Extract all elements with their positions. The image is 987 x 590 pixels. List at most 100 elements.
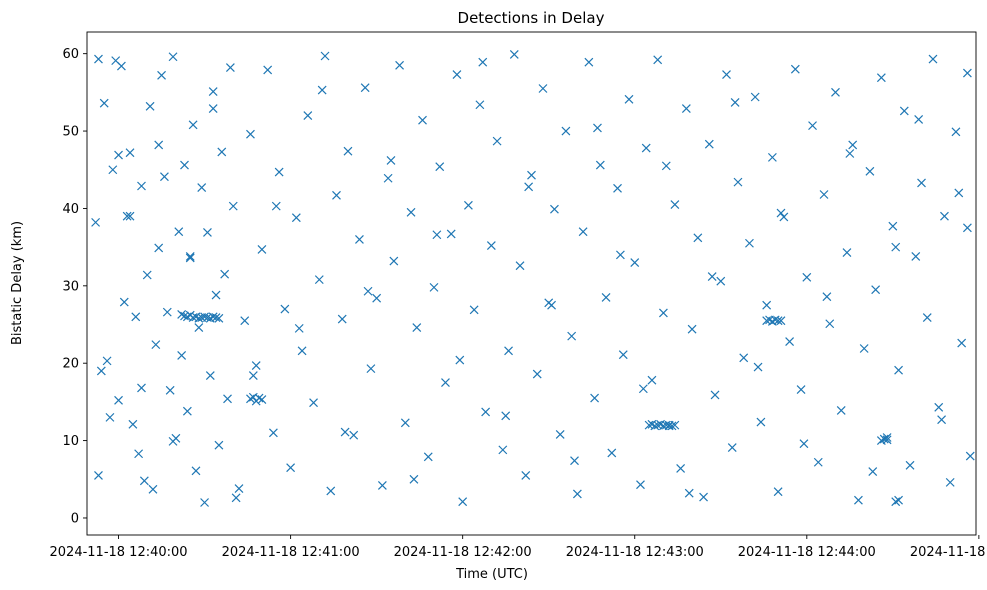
data-point [257,245,267,254]
data-point [547,300,556,310]
data-point [406,207,416,217]
data-point [962,223,972,233]
data-point [134,449,144,459]
data-point [882,433,892,442]
data-point [822,292,832,302]
data-point [248,371,258,381]
data-point [802,272,812,282]
plot-frame [86,31,977,536]
data-point [214,440,224,450]
data-point [951,127,961,137]
data-point [194,323,204,333]
data-point [630,258,640,268]
data-point [790,64,800,74]
data-point [400,418,410,428]
data-point [859,344,869,353]
data-point [418,115,427,125]
data-point [704,139,714,149]
data-point [203,228,212,237]
data-point [349,430,359,440]
data-point [570,456,579,466]
data-point [785,337,795,346]
y-tick-label: 30 [62,279,79,294]
data-point [200,498,210,507]
data-point [618,350,628,360]
data-point [99,98,109,108]
data-point [122,211,132,221]
data-point [174,227,184,237]
data-point [246,394,255,404]
data-point [808,121,817,131]
data-point [572,489,582,499]
data-point [151,340,161,350]
data-point [613,183,622,193]
data-point [853,495,863,505]
data-point [177,310,187,319]
data-point [332,190,341,200]
data-point [314,275,324,285]
data-point [191,466,201,476]
data-point [593,123,602,133]
data-point [876,73,886,83]
data-point [366,364,376,374]
data-point [515,261,525,271]
data-point [550,204,559,214]
data-point [945,477,955,487]
data-point [168,436,178,446]
data-point [125,211,135,221]
data-point [638,384,648,394]
data-point [615,250,625,260]
data-point [372,293,382,303]
data-point [928,54,938,64]
data-point [114,395,123,405]
data-point [475,100,485,110]
x-tick-label: 2024-11-18 12:43:00 [566,545,704,560]
data-point [188,120,198,130]
y-tick-label: 40 [62,202,79,217]
data-point [377,481,387,490]
data-point [119,297,129,307]
data-point [211,313,221,322]
data-point [223,394,232,404]
data-point [251,361,261,370]
data-point [180,160,189,170]
data-point [432,230,442,240]
data-point [750,92,760,102]
data-point [165,385,175,395]
data-point [271,201,281,211]
data-point [607,448,617,458]
data-point [922,313,932,322]
data-point [263,65,273,75]
data-point [710,390,720,400]
data-point [590,393,600,403]
data-point [228,201,238,211]
data-point [211,290,221,300]
data-point [395,60,405,70]
data-point [891,242,901,252]
data-point [954,188,964,198]
data-point [91,217,101,227]
data-point [521,470,531,480]
data-point [131,312,141,322]
data-point [160,172,169,182]
data-point [360,83,370,93]
data-point [455,355,465,365]
data-point [309,398,318,408]
data-point [297,346,307,356]
data-point [205,371,215,381]
data-point [317,85,327,95]
data-point [676,464,686,473]
data-point [538,84,548,93]
data-point [469,305,479,315]
data-point [661,161,671,171]
data-point [200,312,210,322]
data-point [845,149,855,158]
data-point [168,52,178,62]
y-tick-label: 10 [62,434,79,449]
data-point [240,316,250,326]
data-point [894,365,903,375]
data-point [504,346,513,356]
data-point [94,54,103,64]
data-point [217,147,227,157]
